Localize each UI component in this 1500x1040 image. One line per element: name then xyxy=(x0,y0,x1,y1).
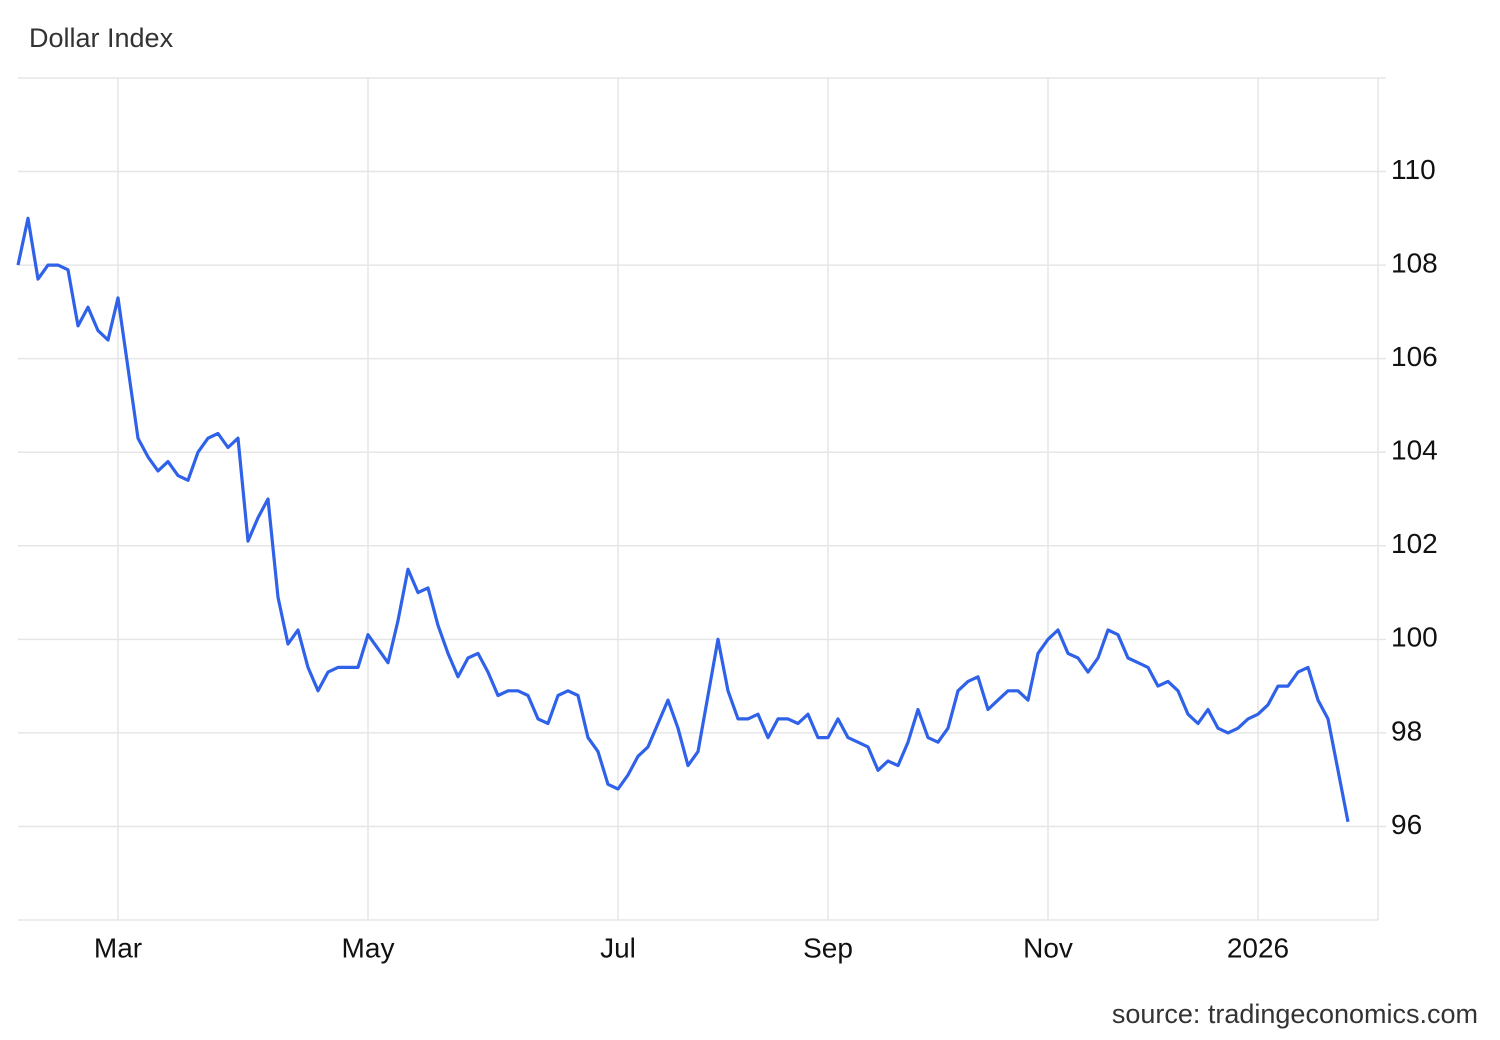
y-tick-label: 96 xyxy=(1391,809,1422,840)
y-tick-label: 104 xyxy=(1391,435,1438,466)
x-tick-label: Sep xyxy=(803,932,853,963)
source: source: tradingeconomics.com xyxy=(1112,999,1478,1029)
y-tick-label: 98 xyxy=(1391,715,1422,746)
chart-title: Dollar Index xyxy=(29,23,174,53)
y-tick-label: 108 xyxy=(1391,248,1438,279)
y-tick-label: 110 xyxy=(1391,154,1436,185)
x-tick-label: Jul xyxy=(600,932,636,963)
y-tick-label: 102 xyxy=(1391,528,1438,559)
y-tick-label: 100 xyxy=(1391,622,1438,653)
x-tick-label: 2026 xyxy=(1227,932,1289,963)
y-tick-label: 106 xyxy=(1391,341,1438,372)
x-tick-label: Nov xyxy=(1023,932,1073,963)
x-tick-label: May xyxy=(342,932,395,963)
data-line xyxy=(16,216,1350,823)
x-tick-label: Mar xyxy=(94,932,142,963)
